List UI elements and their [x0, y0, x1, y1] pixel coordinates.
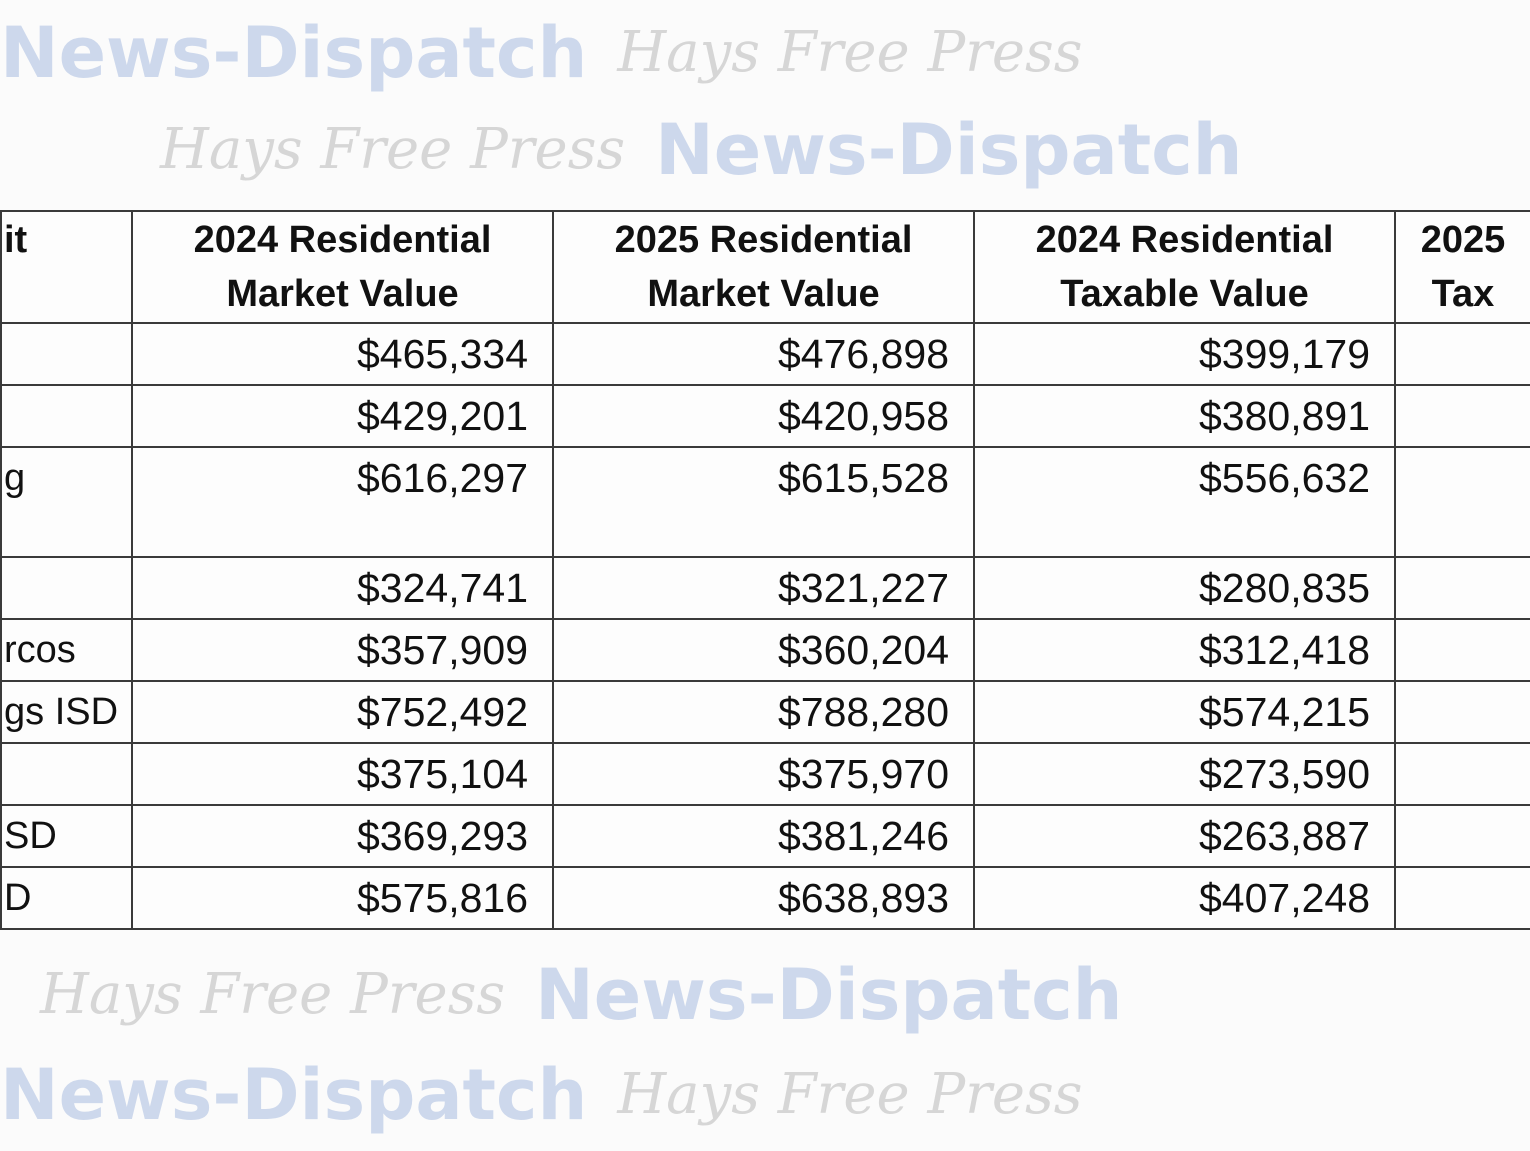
taxing-unit-cell: gs ISD [0, 680, 133, 744]
value-cell: $381,246 [552, 804, 975, 868]
watermark-line: News-Dispatch Hays Free Press [0, 1050, 1113, 1140]
watermark-line: Hays Free Press News-Dispatch [40, 950, 1153, 1040]
watermark-news-dispatch: News-Dispatch [535, 954, 1123, 1036]
taxing-unit-cell: D [0, 866, 133, 930]
value-cell: $476,898 [552, 322, 975, 386]
value-cell [1394, 866, 1530, 930]
header-line-2: Taxable Value [1060, 273, 1309, 315]
table-row: $324,741 $321,227 $280,835 [0, 556, 1530, 620]
header-line-1: 2024 Residential [193, 219, 492, 261]
taxing-unit-cell: SD [0, 804, 133, 868]
watermark-hays-free-press: Hays Free Press [617, 20, 1083, 85]
header-line-1: 2025 [1420, 219, 1506, 261]
header-row: it 2024 Residential Market Value 2025 Resi… [0, 210, 1530, 324]
value-cell: $638,893 [552, 866, 975, 930]
taxing-unit-cell [0, 556, 133, 620]
value-cell: $788,280 [552, 680, 975, 744]
value-cell: $380,891 [973, 384, 1396, 448]
value-cell: $360,204 [552, 618, 975, 682]
value-cell: $615,528 [552, 446, 975, 558]
value-cell: $399,179 [973, 322, 1396, 386]
watermark-line: Hays Free Press News-Dispatch [160, 105, 1273, 195]
value-cell: $375,104 [131, 742, 554, 806]
value-cell [1394, 804, 1530, 868]
header-line-2: Tax [1431, 273, 1495, 315]
table-row: SD $369,293 $381,246 $263,887 [0, 804, 1530, 868]
value-cell [1394, 322, 1530, 386]
value-cell: $357,909 [131, 618, 554, 682]
watermark-line: News-Dispatch Hays Free Press [0, 8, 1113, 98]
value-cell [1394, 384, 1530, 448]
value-cell [1394, 556, 1530, 620]
column-header: 2025 Residential Market Value [552, 210, 975, 324]
value-cell: $375,970 [552, 742, 975, 806]
header-line-2 [4, 267, 127, 321]
value-cell: $420,958 [552, 384, 975, 448]
taxing-unit-cell [0, 742, 133, 806]
watermark-hays-free-press: Hays Free Press [160, 117, 626, 182]
column-header: 2025 Tax [1394, 210, 1530, 324]
watermark-news-dispatch: News-Dispatch [655, 109, 1243, 191]
taxing-unit-cell [0, 384, 133, 448]
value-cell: $407,248 [973, 866, 1396, 930]
table-row: gs ISD $752,492 $788,280 $574,215 [0, 680, 1530, 744]
table-row: D $575,816 $638,893 $407,248 [0, 866, 1530, 930]
header-line-1: 2025 Residential [614, 219, 913, 261]
table-row: $375,104 $375,970 $273,590 [0, 742, 1530, 806]
value-cell [1394, 680, 1530, 744]
value-cell: $752,492 [131, 680, 554, 744]
table-row: $465,334 $476,898 $399,179 [0, 322, 1530, 386]
value-cell: $429,201 [131, 384, 554, 448]
table-row: g $616,297 $615,528 $556,632 [0, 446, 1530, 558]
header-line-1: it [4, 219, 28, 261]
value-cell: $616,297 [131, 446, 554, 558]
value-cell: $324,741 [131, 556, 554, 620]
taxing-unit-cell: g [0, 446, 133, 558]
watermark-news-dispatch: News-Dispatch [0, 12, 588, 94]
value-cell [1394, 742, 1530, 806]
value-cell: $465,334 [131, 322, 554, 386]
header-line-2: Market Value [226, 273, 459, 315]
value-cell: $280,835 [973, 556, 1396, 620]
value-cell: $321,227 [552, 556, 975, 620]
value-cell: $312,418 [973, 618, 1396, 682]
value-cell [1394, 618, 1530, 682]
column-header: it [0, 210, 133, 324]
value-cell: $369,293 [131, 804, 554, 868]
watermark-hays-free-press: Hays Free Press [617, 1062, 1083, 1127]
header-line-2: Market Value [647, 273, 880, 315]
table-row: rcos $357,909 $360,204 $312,418 [0, 618, 1530, 682]
value-cell: $263,887 [973, 804, 1396, 868]
value-cell: $574,215 [973, 680, 1396, 744]
residential-values-table: it 2024 Residential Market Value 2025 Resi… [0, 210, 1530, 930]
value-cell: $556,632 [973, 446, 1396, 558]
value-cell [1394, 446, 1530, 558]
table-row: $429,201 $420,958 $380,891 [0, 384, 1530, 448]
taxing-unit-cell: rcos [0, 618, 133, 682]
header-line-1: 2024 Residential [1035, 219, 1334, 261]
watermark-hays-free-press: Hays Free Press [40, 962, 506, 1027]
column-header: 2024 Residential Taxable Value [973, 210, 1396, 324]
column-header: 2024 Residential Market Value [131, 210, 554, 324]
watermark-news-dispatch: News-Dispatch [0, 1054, 588, 1136]
value-cell: $273,590 [973, 742, 1396, 806]
value-cell: $575,816 [131, 866, 554, 930]
taxing-unit-cell [0, 322, 133, 386]
